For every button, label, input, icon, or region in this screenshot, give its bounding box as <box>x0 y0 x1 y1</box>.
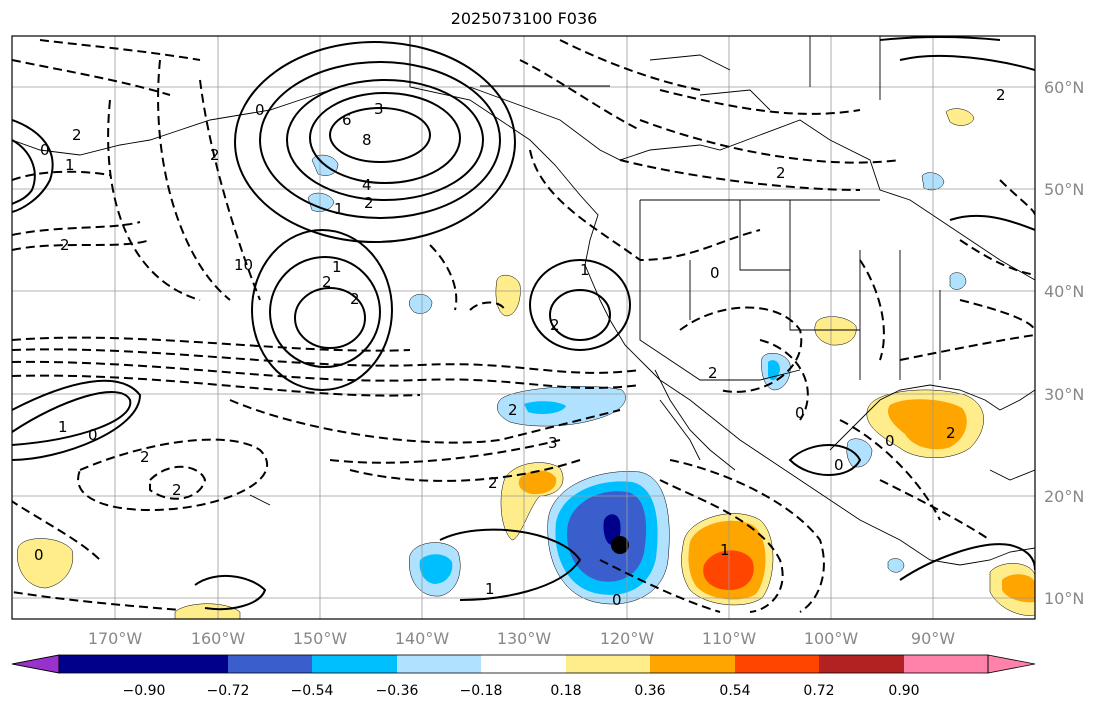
lat-label: 10°N <box>1044 589 1084 608</box>
colorbar: −0.90 −0.72 −0.54 −0.36 −0.18 0.18 0.36 … <box>11 654 1036 699</box>
solid-contours <box>12 36 1035 611</box>
colorbar-tick-label: 0.18 <box>550 683 581 699</box>
contour-label: 2 <box>508 401 518 419</box>
lat-label: 30°N <box>1044 385 1084 404</box>
contour-label: 2 <box>210 146 220 164</box>
contour-label: 2 <box>776 164 786 182</box>
contour-label: 2 <box>172 481 182 499</box>
colorbar-tick-label: 0.90 <box>888 683 919 699</box>
lon-label: 150°W <box>293 629 348 648</box>
colorbar-swatch <box>735 655 819 673</box>
colorbar-swatch <box>904 655 988 673</box>
colorbar-tick-label: −0.54 <box>291 683 334 699</box>
contour-label: 0 <box>612 591 622 609</box>
colorbar-tick-label: −0.72 <box>207 683 250 699</box>
map-area: 2 0 1 2 0 6 8 3 4 2 1 2 10 1 2 2 1 2 0 2… <box>12 36 1035 619</box>
contour-label: 3 <box>548 434 558 452</box>
contour-label: 0 <box>88 426 98 444</box>
contour-label: 2 <box>322 273 332 291</box>
lat-label: 50°N <box>1044 180 1084 199</box>
contour-label: 2 <box>996 86 1006 104</box>
contour-label: 3 <box>374 100 384 118</box>
lon-label: 90°W <box>911 629 955 648</box>
lat-label: 60°N <box>1044 78 1084 97</box>
contour-label: 2 <box>72 126 82 144</box>
contour-label: 2 <box>946 424 956 442</box>
storm-center-marker <box>611 536 629 554</box>
contour-label: 2 <box>550 316 560 334</box>
contour-label: 2 <box>364 194 374 212</box>
colorbar-swatch <box>397 655 481 673</box>
colorbar-tick-label: −0.36 <box>376 683 419 699</box>
colorbar-max-arrow <box>987 654 1036 674</box>
colorbar-swatch <box>228 655 312 673</box>
lon-label: 100°W <box>804 629 859 648</box>
contour-label: 2 <box>140 448 150 466</box>
contour-label: 1 <box>720 541 730 559</box>
lon-label: 110°W <box>702 629 757 648</box>
contour-label: 0 <box>34 546 44 564</box>
colorbar-tick-label: 0.72 <box>803 683 834 699</box>
colorbar-frame <box>58 654 989 674</box>
latitude-labels: 60°N 50°N 40°N 30°N 20°N 10°N <box>1044 78 1084 608</box>
colorbar-swatch <box>144 655 228 673</box>
lon-label: 130°W <box>497 629 552 648</box>
contour-label: 1 <box>580 261 590 279</box>
contour-label: 1 <box>65 156 75 174</box>
shaded-anomalies <box>17 108 1035 619</box>
colorbar-swatch <box>650 655 735 673</box>
lon-label: 160°W <box>191 629 246 648</box>
graticule <box>12 36 1035 619</box>
contour-label: 8 <box>362 131 372 149</box>
map-frame <box>11 35 1036 620</box>
colorbar-swatch <box>312 655 397 673</box>
contour-label: 2 <box>60 236 70 254</box>
dashed-contours <box>12 39 1035 613</box>
colorbar-swatch <box>59 655 144 673</box>
colorbar-swatch <box>566 655 650 673</box>
contour-label: 0 <box>795 404 805 422</box>
contour-label: 0 <box>710 264 720 282</box>
map-title: 2025073100 F036 <box>450 9 598 28</box>
contour-label: 6 <box>342 111 352 129</box>
contour-label: 0 <box>40 141 50 159</box>
contour-label: 0 <box>834 456 844 474</box>
contour-label: 2 <box>488 474 498 492</box>
contour-label: 1 <box>332 258 342 276</box>
contour-label: 1 <box>485 580 495 598</box>
colorbar-tick-label: −0.18 <box>460 683 503 699</box>
colorbar-swatch <box>819 655 904 673</box>
colorbar-tick-label: 0.54 <box>719 683 750 699</box>
colorbar-swatch <box>481 655 566 673</box>
contour-label: 1 <box>334 200 344 218</box>
contour-label: 0 <box>255 101 265 119</box>
lat-label: 40°N <box>1044 282 1084 301</box>
contour-label: 0 <box>885 432 895 450</box>
lon-label: 120°W <box>600 629 655 648</box>
lat-label: 20°N <box>1044 487 1084 506</box>
lon-label: 140°W <box>395 629 450 648</box>
contour-label: 2 <box>708 364 718 382</box>
lon-label: 170°W <box>88 629 143 648</box>
longitude-labels: 170°W 160°W 150°W 140°W 130°W 120°W 110°… <box>88 629 955 648</box>
colorbar-tick-label: −0.90 <box>123 683 166 699</box>
contour-label: 10 <box>234 256 253 274</box>
colorbar-tick-label: 0.36 <box>634 683 665 699</box>
contour-label: 4 <box>362 176 372 194</box>
coastlines <box>12 36 1035 566</box>
contour-label: 1 <box>58 418 68 436</box>
contour-labels: 2 0 1 2 0 6 8 3 4 2 1 2 10 1 2 2 1 2 0 2… <box>34 86 1006 609</box>
contour-label: 2 <box>350 290 360 308</box>
colorbar-min-arrow <box>11 654 60 674</box>
